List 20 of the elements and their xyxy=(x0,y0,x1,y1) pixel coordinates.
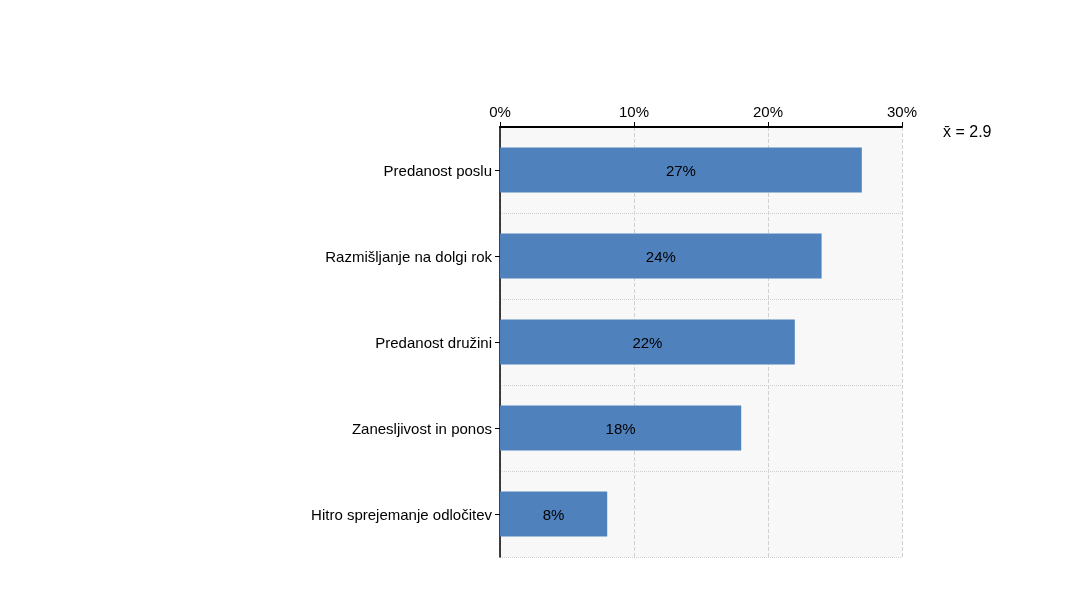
x-tick-label: 30% xyxy=(886,103,918,120)
data-label: 24% xyxy=(645,247,676,265)
x-tick-label: 0% xyxy=(489,103,511,120)
y-tick-label: Predanost družini xyxy=(375,333,492,351)
y-tick-label: Zanesljivost in ponos xyxy=(351,419,492,437)
data-label: 18% xyxy=(605,419,636,437)
bar xyxy=(500,405,742,451)
bar xyxy=(500,319,795,365)
data-label: 27% xyxy=(665,161,696,179)
text: x̄ = 2.9 xyxy=(943,122,992,140)
y-tick-label: Hitro sprejemanje odločitev xyxy=(311,505,493,523)
y-tick-label: Razmišljanje na dolgi rok xyxy=(325,247,493,265)
bar xyxy=(500,233,822,279)
bar xyxy=(500,147,862,193)
bar xyxy=(500,491,608,537)
x-tick-label: 10% xyxy=(618,103,650,120)
y-tick-label: Predanost poslu xyxy=(383,161,492,179)
x-tick-label: 20% xyxy=(752,103,784,120)
data-label: 8% xyxy=(542,505,565,523)
data-label: 22% xyxy=(632,333,663,351)
